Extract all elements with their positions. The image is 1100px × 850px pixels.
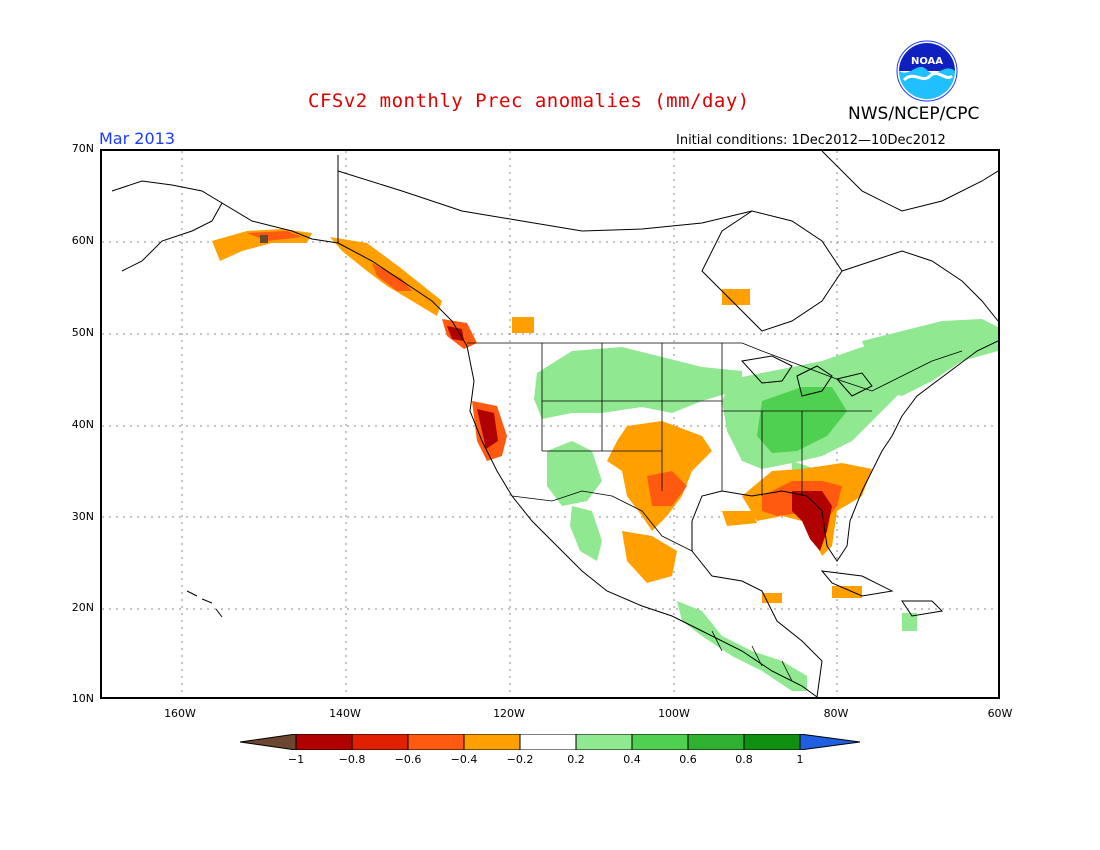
colorbar-bin — [520, 734, 576, 750]
map-panel — [100, 149, 1000, 699]
borders — [467, 342, 963, 682]
dry-region-jamaica — [762, 593, 782, 603]
lat-label: 10N — [71, 692, 94, 705]
agency-label: NWS/NCEP/CPC — [848, 104, 980, 124]
wet-region-northern-plains — [534, 347, 742, 419]
initial-conditions-label: Initial conditions: 1Dec2012—10Dec2012 — [676, 133, 946, 148]
valid-month-label: Mar 2013 — [99, 129, 175, 148]
dry-region-california-core — [477, 409, 498, 449]
colorbar-bin — [408, 734, 464, 750]
lon-label: 160W — [164, 707, 196, 720]
svg-text:NOAA: NOAA — [911, 56, 943, 67]
colorbar-tick: −0.6 — [394, 753, 422, 766]
colorbar-bin — [464, 734, 520, 750]
colorbar-tick: 0.8 — [735, 753, 753, 766]
extreme-dry-cell — [260, 235, 268, 243]
wet-region-west-mexico — [570, 506, 602, 561]
lon-label: 100W — [658, 707, 690, 720]
colorbar-tick: 0.4 — [623, 753, 641, 766]
graticule — [102, 151, 998, 697]
colorbar-tick: 1 — [796, 753, 804, 766]
map-canvas — [102, 151, 998, 697]
colorbar-bin — [296, 734, 352, 750]
colorbar-tick: 0.6 — [679, 753, 697, 766]
wet-region-caribbean — [902, 613, 917, 631]
lon-label: 140W — [329, 707, 361, 720]
lat-label: 60N — [71, 234, 94, 247]
lat-label: 20N — [71, 601, 94, 614]
noaa-logo-icon: NOAA — [896, 40, 958, 102]
dry-region-northern-mexico — [622, 531, 677, 583]
colorbar — [240, 734, 860, 750]
wet-region-rockies — [547, 441, 602, 506]
lon-label: 60W — [987, 707, 1013, 720]
colorbar-bin — [632, 734, 688, 750]
chart-title: CFSv2 monthly Prec anomalies (mm/day) — [308, 90, 750, 112]
dry-region-pnw-core — [447, 326, 464, 341]
wet-region-northeast — [862, 319, 998, 396]
colorbar-tick: −0.8 — [338, 753, 366, 766]
dry-region-cuba — [832, 586, 862, 598]
colorbar-tick: −0.4 — [450, 753, 478, 766]
lat-label: 30N — [71, 510, 94, 523]
colorbar-underflow-arrow — [240, 734, 296, 750]
colorbar-bin — [688, 734, 744, 750]
colorbar-tick: −1 — [287, 753, 305, 766]
dry-region-southeast-core — [792, 491, 832, 551]
dry-region-bc-interior — [512, 317, 534, 333]
colorbar-bin — [352, 734, 408, 750]
colorbar-bin — [576, 734, 632, 750]
dry-region-hudson-bay — [722, 289, 750, 305]
colorbar-overflow-arrow — [800, 734, 860, 750]
dry-region-alaska-panhandle-red — [372, 263, 412, 291]
lat-label: 70N — [71, 142, 94, 155]
dry-anomaly-shading — [212, 229, 872, 603]
wet-region-central-america — [677, 601, 807, 691]
colorbar-tick: −0.2 — [506, 753, 534, 766]
dry-region-gulf-coast — [722, 511, 757, 526]
colorbar-tick: 0.2 — [567, 753, 585, 766]
lon-label: 120W — [493, 707, 525, 720]
lon-label: 80W — [823, 707, 849, 720]
colorbar-bin — [744, 734, 800, 750]
lat-label: 40N — [71, 418, 94, 431]
dry-region-texas-core — [647, 471, 687, 506]
lat-label: 50N — [71, 326, 94, 339]
